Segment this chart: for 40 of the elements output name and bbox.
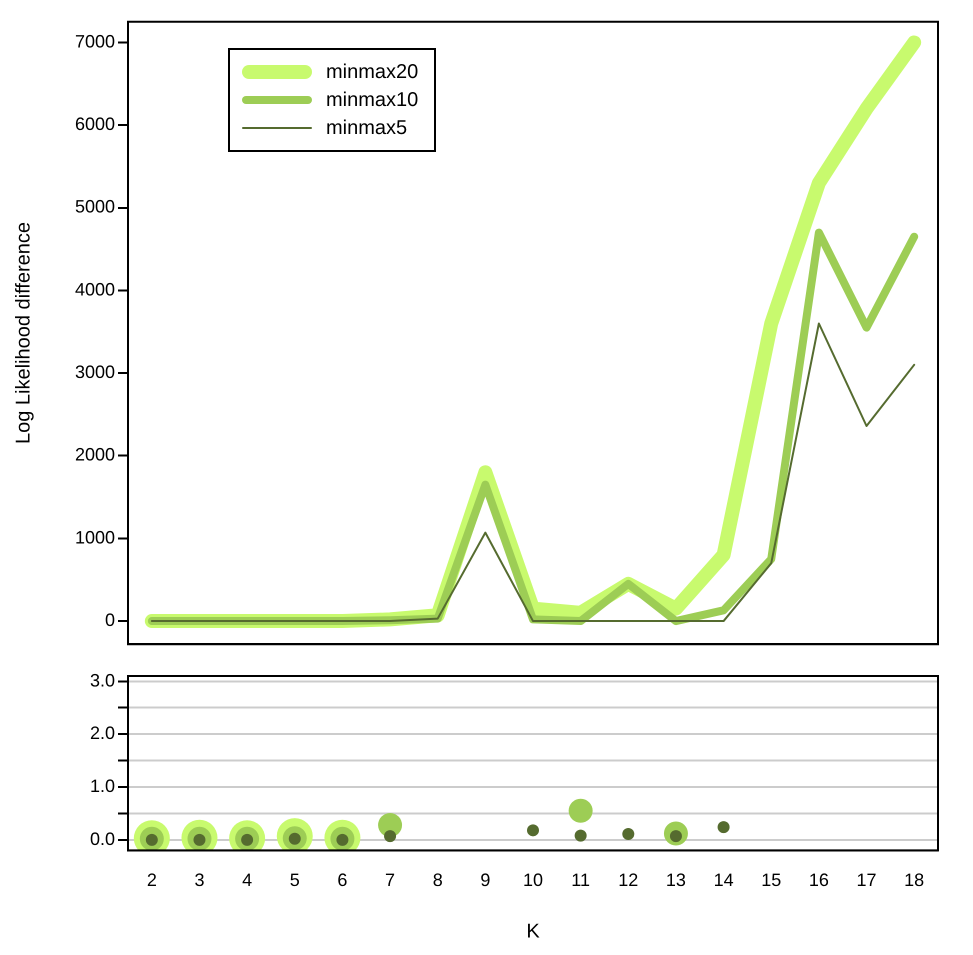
x-tick-label: 4 [242,870,252,890]
point [718,821,730,834]
y-tick-label: 7000 [74,31,115,52]
x-tick-label: 13 [666,870,686,890]
y-tick-label: 4000 [74,279,115,300]
legend-label: minmax20 [326,60,418,84]
y-tick-label: 1.0 [90,776,115,796]
legend-label: minmax10 [326,88,418,112]
y-tick-label: 3000 [74,362,115,382]
point [568,798,593,823]
y-tick-label: 5000 [74,196,115,217]
y-axis-title: Log Likelihood difference [12,222,35,444]
x-tick-label: 5 [290,870,300,890]
y-tick-label: 2.0 [90,723,115,744]
x-tick-label: 8 [432,870,443,890]
x-tick-label: 9 [480,870,490,890]
legend-label: minmax5 [326,116,408,140]
point [622,828,634,840]
x-tick-label: 3 [194,870,204,890]
x-tick-label: 11 [571,870,590,890]
point [527,824,539,836]
y-tick-label: 3.0 [90,670,115,690]
y-tick-label: 1000 [74,527,115,548]
x-tick-label: 10 [522,870,544,890]
point [574,830,587,842]
x-tick-label: 7 [385,870,396,890]
x-axis-title: K [526,920,540,943]
x-tick-label: 14 [714,870,734,890]
x-tick-label: 17 [856,870,877,890]
x-tick-label: 6 [337,870,348,890]
y-tick-label: 6000 [74,114,115,134]
y-tick-label: 0.0 [90,828,115,849]
y-tick-label: 0 [104,610,115,630]
x-tick-label: 12 [618,870,638,890]
x-tick-label: 16 [808,870,829,890]
x-tick-label: 15 [761,870,782,890]
y-tick-label: 2000 [74,444,115,465]
x-tick-label: 2 [146,870,157,890]
point [384,830,396,842]
x-tick-label: 18 [904,870,924,890]
